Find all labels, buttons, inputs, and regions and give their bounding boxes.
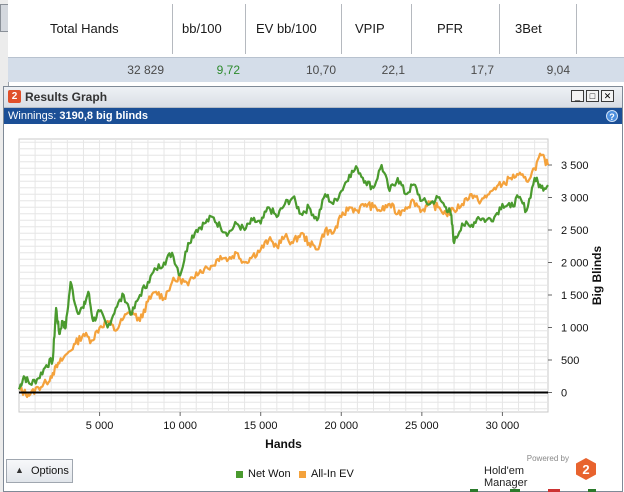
hm2-hexagon-digit: 2 [582, 462, 589, 477]
winnings-value: 3190,8 big blinds [59, 110, 148, 122]
x-tick-label: 25 000 [405, 420, 439, 432]
header-3bet[interactable]: 3Bet [500, 4, 577, 54]
header-vpip[interactable]: VPIP [342, 4, 412, 54]
header-ev-bb100[interactable]: EV bb/100 [246, 4, 342, 54]
y-tick-label: 1 000 [561, 323, 589, 335]
y-tick-label: 2 500 [561, 225, 589, 237]
y-tick-label: 3 000 [561, 193, 589, 205]
value-ev-bb100: 10,70 [305, 63, 336, 77]
legend-label-net-won: Net Won [248, 468, 291, 480]
y-axis-label: Big Blinds [590, 246, 604, 306]
x-axis-label: Hands [265, 437, 302, 451]
value-vpip: 22,1 [381, 63, 405, 77]
hm2-logo-icon: 2 [8, 90, 21, 103]
header-pfr[interactable]: PFR [412, 4, 500, 54]
legend-net-won[interactable]: Net Won [236, 468, 291, 480]
y-tick-label: 500 [561, 355, 579, 367]
value-pfr: 17,7 [470, 63, 494, 77]
winnings-text: Winnings: 3190,8 big blinds [8, 108, 148, 124]
legend-all-in-ev[interactable]: All-In EV [299, 468, 354, 480]
stats-header-row: Total Hands bb/100 EV bb/100 VPIP PFR 3B… [8, 4, 624, 54]
chevron-up-icon: ▲ [15, 465, 24, 475]
brand-name: Hold'em Manager [484, 465, 528, 489]
x-tick-label: 20 000 [324, 420, 358, 432]
legend-label-all-in-ev: All-In EV [311, 468, 354, 480]
series-line-all-in-ev [18, 152, 550, 399]
winnings-bar: Winnings: 3190,8 big blinds ? [4, 108, 622, 124]
header-bb100[interactable]: bb/100 [173, 4, 246, 54]
y-tick-label: 1 500 [561, 290, 589, 302]
close-button[interactable]: ✕ [601, 90, 614, 102]
y-tick-label: 3 500 [561, 160, 589, 172]
hm2-hexagon-logo-icon: 2 [576, 458, 596, 480]
winnings-label: Winnings: [8, 110, 57, 122]
series-line-net-won [17, 163, 549, 390]
x-tick-label: 30 000 [486, 420, 520, 432]
stats-values-row: 32 829 9,72 10,70 22,1 17,7 9,04 [8, 57, 624, 82]
plot-area [18, 138, 549, 413]
legend-swatch-all-in-ev [299, 470, 306, 478]
minimize-button[interactable]: _ [571, 90, 584, 102]
results-chart: 5 000 10 000 15 000 20 000 25 000 30 000 0 500 1… [17, 138, 604, 451]
options-label: Options [31, 465, 69, 477]
branding: Powered by Hold'em Manager 2 [484, 454, 599, 489]
x-tick-label: 10 000 [163, 420, 197, 432]
y-tick-label: 0 [561, 388, 567, 400]
legend-swatch-net-won [236, 470, 243, 478]
header-total-hands[interactable]: Total Hands [8, 4, 173, 54]
options-button[interactable]: ▲ Options [6, 459, 73, 483]
results-graph-window: 2 Results Graph _ □ ✕ Winnings: 3190,8 b… [3, 86, 623, 492]
x-tick-label: 15 000 [244, 420, 278, 432]
value-3bet: 9,04 [546, 63, 570, 77]
window-title: Results Graph [25, 90, 108, 104]
maximize-button[interactable]: □ [586, 90, 599, 102]
x-tick-label: 5 000 [86, 420, 114, 432]
y-tick-label: 2 000 [561, 258, 589, 270]
value-total-hands: 32 829 [127, 63, 164, 77]
value-bb100: 9,72 [216, 63, 240, 77]
stats-panel: Total Hands bb/100 EV bb/100 VPIP PFR 3B… [8, 0, 624, 82]
help-icon[interactable]: ? [606, 110, 618, 122]
bottom-status-strip [470, 489, 596, 492]
powered-by-text: Powered by [526, 454, 569, 463]
window-title-bar[interactable]: 2 Results Graph _ □ ✕ [4, 87, 622, 108]
